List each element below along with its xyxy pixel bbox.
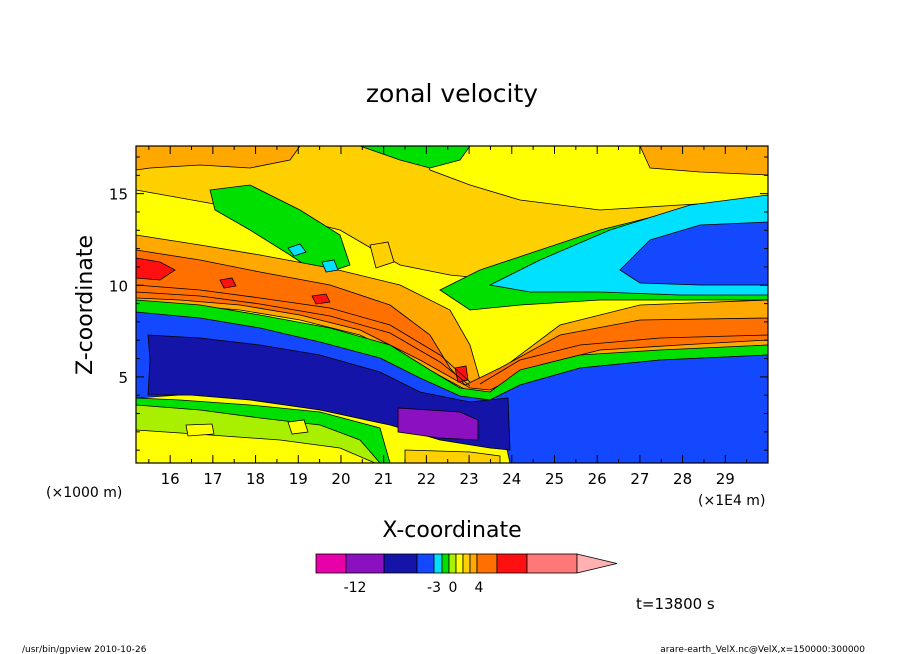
x-tick-label-21: 21 <box>374 470 393 488</box>
colorbar-label-3: 4 <box>475 580 484 596</box>
band-red-left <box>136 257 176 281</box>
band-bottom-yellow <box>136 429 376 463</box>
y-axis-label: Z-coordinate <box>73 235 98 375</box>
colorbar-segment-8 <box>462 553 471 574</box>
plot-area <box>136 146 768 463</box>
colorbar-label-0: -12 <box>344 580 367 596</box>
footer-right: arare-earth_VelX.nc@VelX,x=150000:300000 <box>660 645 865 654</box>
x-tick-label-19: 19 <box>289 470 308 488</box>
colorbar-segment-11 <box>496 553 528 574</box>
x-axis: 16 17 18 19 20 21 22 23 24 25 26 27 28 29 <box>148 146 748 488</box>
colorbar-segment-5 <box>441 553 450 574</box>
x-tick-label-26: 26 <box>588 470 607 488</box>
patch-red-2 <box>311 293 331 305</box>
x-unit-right: (×1E4 m) <box>698 493 765 509</box>
x-tick-label-27: 27 <box>630 470 649 488</box>
footer-left: /usr/bin/gpview 2010-10-26 <box>22 645 147 654</box>
y-axis: 5 10 15 <box>109 156 768 451</box>
plot-frame <box>135 145 769 464</box>
band-middle-orange <box>136 234 768 396</box>
colorbar-segment-3 <box>416 553 435 574</box>
colorbar-segment-10 <box>476 553 498 574</box>
x-tick-label-20: 20 <box>331 470 350 488</box>
contour-line-2 <box>136 291 471 387</box>
band-top-green <box>359 146 471 169</box>
patch-gold-1 <box>369 241 395 269</box>
x-tick-label-18: 18 <box>246 470 265 488</box>
colorbar-segment-0 <box>315 553 347 574</box>
contour-line-3 <box>479 334 768 385</box>
y-tick-label-5: 5 <box>118 369 128 387</box>
band-deep-orange <box>136 249 768 391</box>
time-label: t=13800 s <box>636 595 715 613</box>
colorbar: -12 -3 0 4 <box>315 553 618 596</box>
band-right-blue-top <box>619 221 768 286</box>
colorbar-segment-12 <box>526 553 578 574</box>
patch-yellow-1 <box>185 423 215 437</box>
colorbar-label-1: -3 <box>427 580 441 596</box>
band-top-orange-right <box>639 146 768 176</box>
colorbar-segment-9 <box>469 553 478 574</box>
x-tick-label-28: 28 <box>673 470 692 488</box>
colorbar-label-2: 0 <box>449 580 458 596</box>
colorbar-segment-1 <box>345 553 385 574</box>
x-tick-label-23: 23 <box>460 470 479 488</box>
y-tick-label-10: 10 <box>109 277 128 295</box>
x-axis-label: X-coordinate <box>382 518 521 543</box>
colorbar-segment-4 <box>433 553 443 574</box>
colorbar-extension-arrow <box>576 553 618 574</box>
patch-cyan-2 <box>321 259 339 273</box>
band-purple <box>397 407 479 441</box>
patch-yellow-2 <box>287 419 309 435</box>
x-tick-label-29: 29 <box>716 470 735 488</box>
x-tick-label-22: 22 <box>417 470 436 488</box>
y-tick-label-15: 15 <box>109 186 128 204</box>
x-tick-label-17: 17 <box>203 470 222 488</box>
x-tick-label-25: 25 <box>545 470 564 488</box>
x-unit-left: (×1000 m) <box>46 485 122 501</box>
colorbar-segment-6 <box>448 553 457 574</box>
x-tick-label-16: 16 <box>161 470 180 488</box>
patch-cyan-1 <box>287 243 307 257</box>
colorbar-segment-2 <box>383 553 418 574</box>
contour-line-1 <box>136 284 471 383</box>
chart-title: zonal velocity <box>366 79 538 108</box>
x-tick-label-24: 24 <box>502 470 521 488</box>
patch-red-3 <box>219 277 237 289</box>
colorbar-segment-7 <box>455 553 464 574</box>
